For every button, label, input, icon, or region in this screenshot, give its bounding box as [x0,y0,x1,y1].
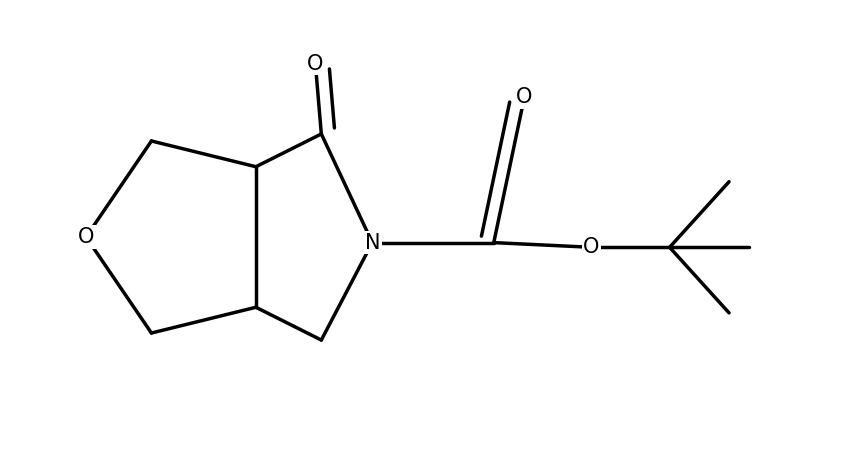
Text: O: O [516,87,533,108]
Text: O: O [307,54,323,73]
Text: N: N [364,233,380,253]
Text: O: O [78,227,94,247]
Text: O: O [583,237,599,257]
